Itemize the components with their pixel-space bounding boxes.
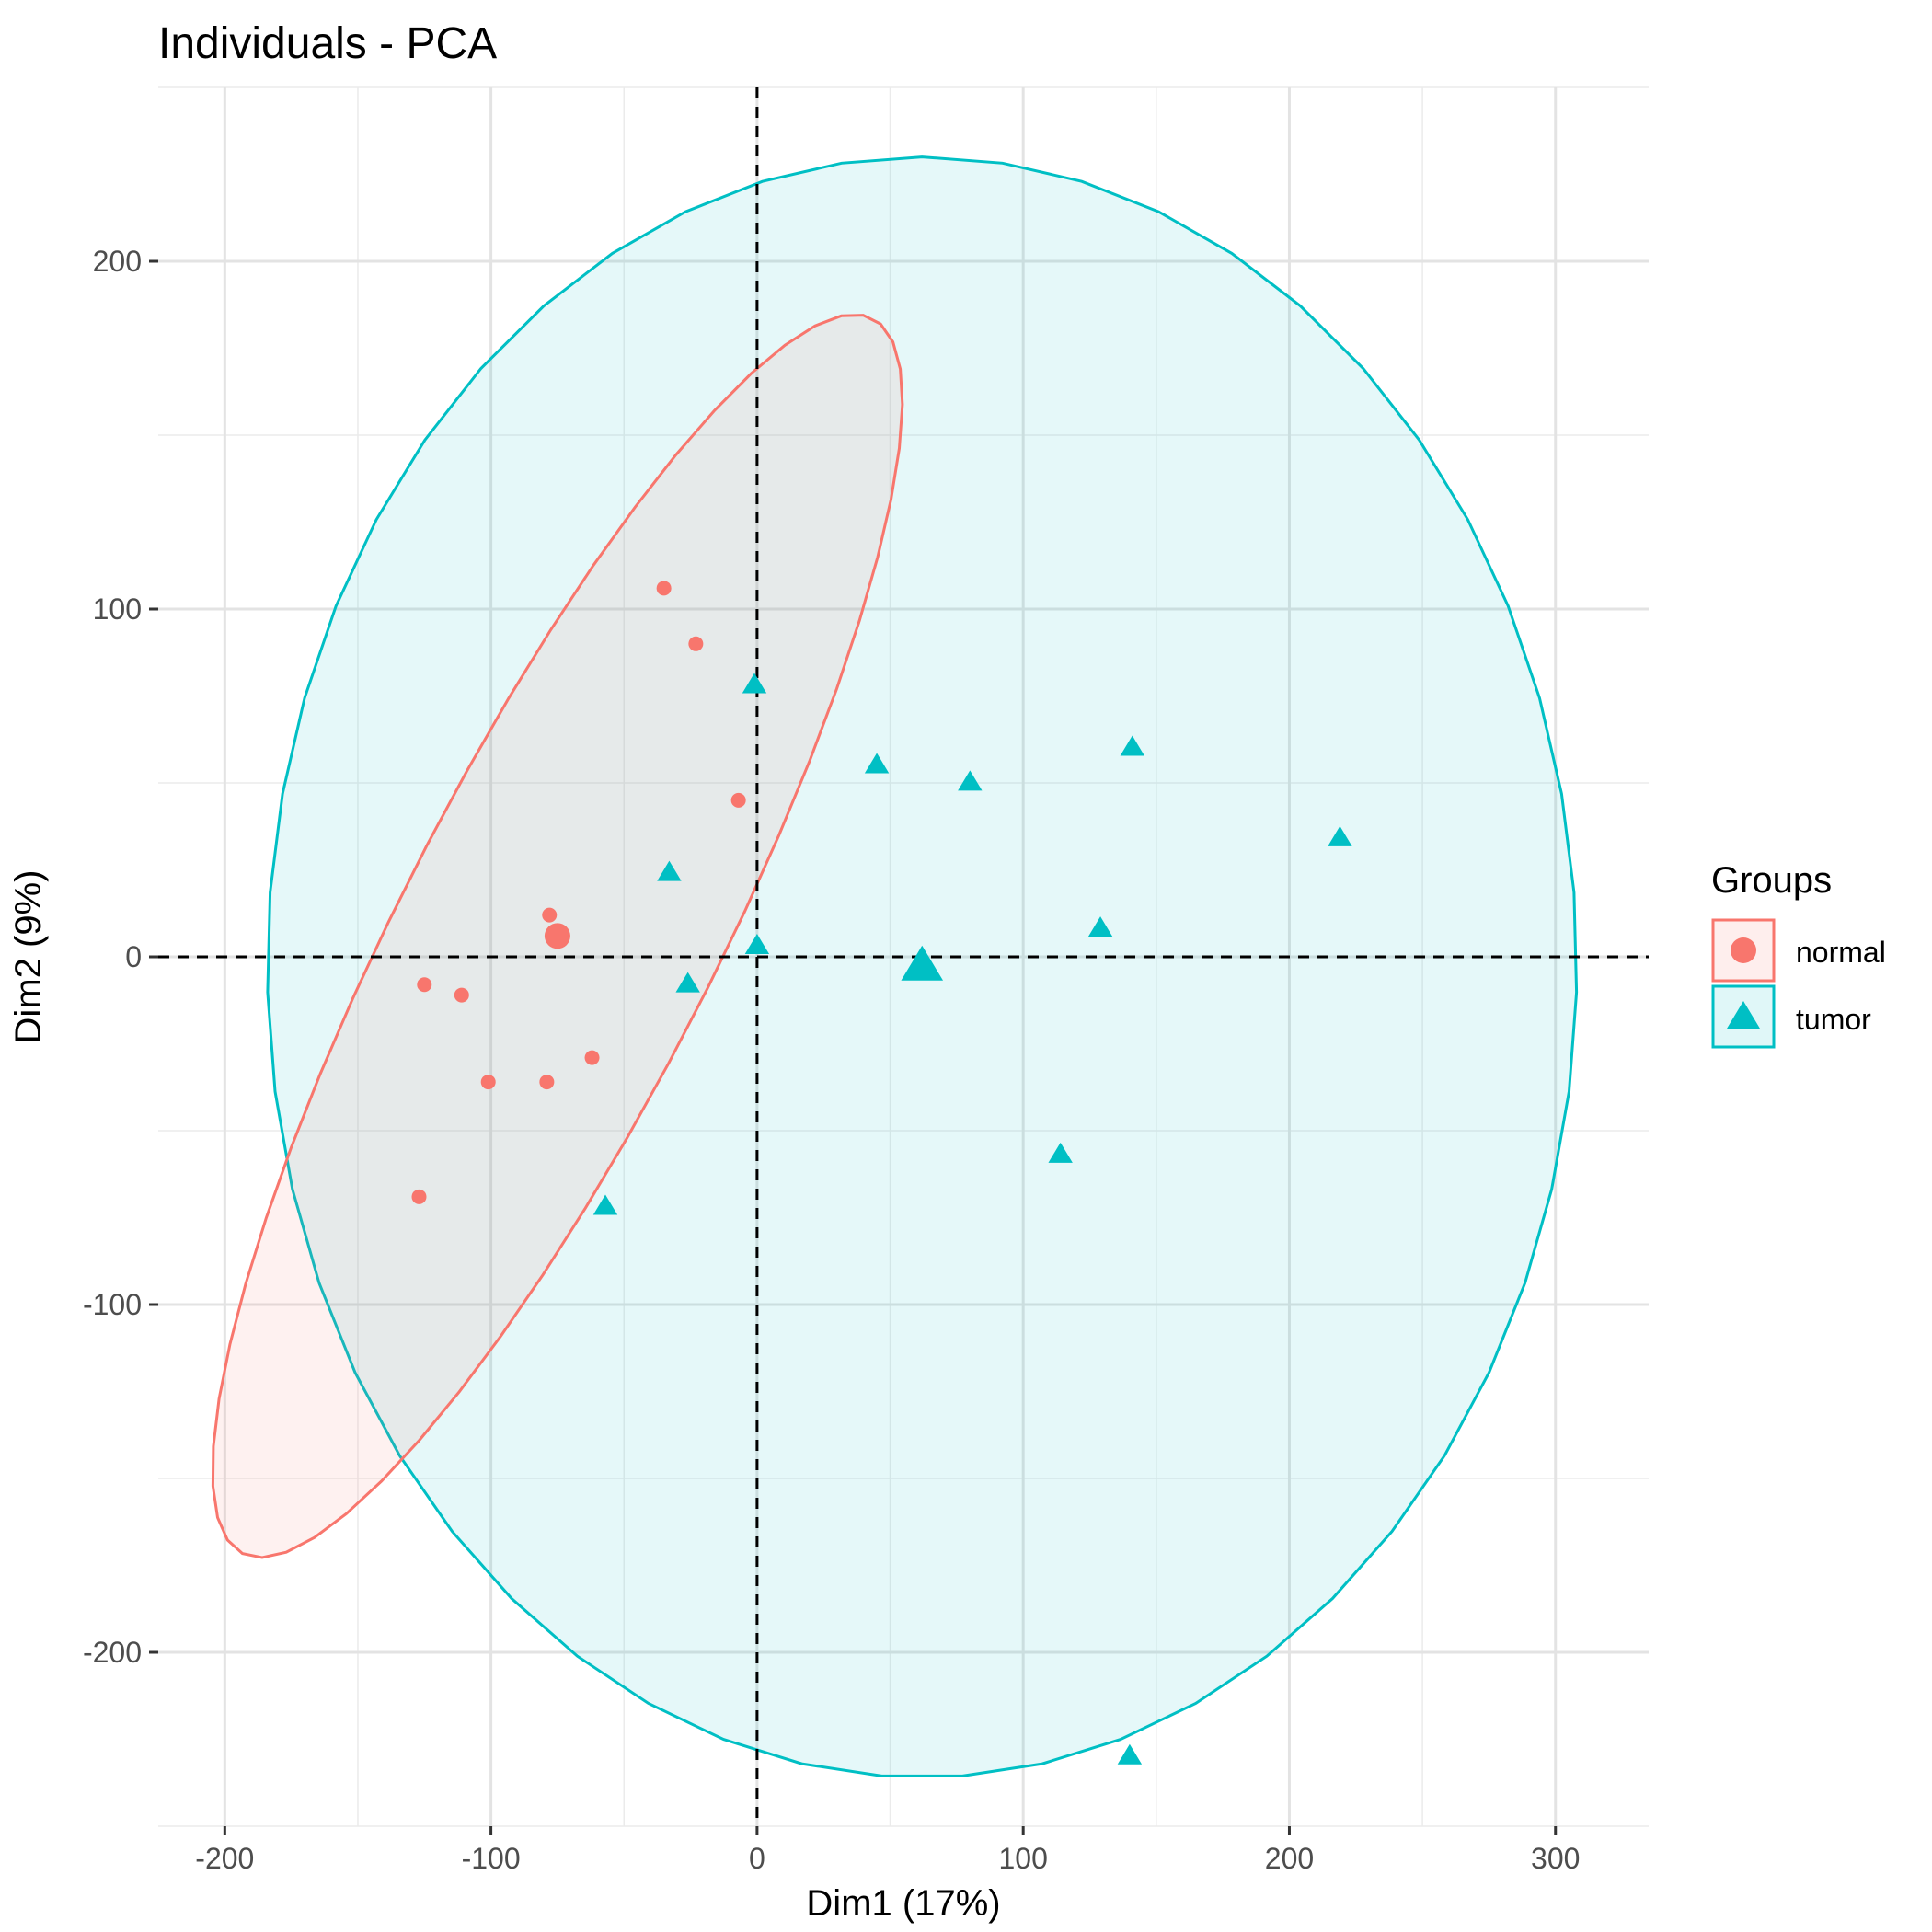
legend-item-normal: normal bbox=[1711, 918, 1886, 983]
point-tumor bbox=[592, 1194, 618, 1215]
point-normal bbox=[688, 636, 704, 651]
point-normal bbox=[411, 1189, 427, 1204]
point-normal bbox=[730, 792, 746, 808]
y-tick-label: -200 bbox=[83, 1636, 142, 1669]
point-tumor bbox=[744, 934, 770, 955]
point-tumor bbox=[742, 673, 767, 694]
point-normal bbox=[454, 987, 469, 1003]
data-points bbox=[411, 581, 1352, 1765]
point-tumor bbox=[1117, 1743, 1143, 1765]
point-tumor bbox=[958, 770, 983, 791]
circle-icon bbox=[1731, 937, 1756, 963]
axis-ticks: -200 -100 0 100 200 300 -200 -100 0 100 200 bbox=[83, 245, 1580, 1875]
legend-title: Groups bbox=[1711, 860, 1832, 901]
point-tumor bbox=[864, 753, 890, 774]
point-normal bbox=[539, 1075, 555, 1090]
legend-label-tumor: tumor bbox=[1796, 1003, 1871, 1036]
legend-key-normal bbox=[1711, 918, 1776, 983]
x-tick-label: -200 bbox=[195, 1842, 254, 1875]
centroid-tumor bbox=[901, 945, 944, 981]
x-tick-label: 0 bbox=[749, 1842, 765, 1875]
y-tick-label: 200 bbox=[93, 245, 142, 278]
point-tumor bbox=[657, 860, 682, 881]
y-tick-label: -100 bbox=[83, 1288, 142, 1321]
point-tumor bbox=[1048, 1142, 1073, 1163]
triangle-icon bbox=[1727, 1001, 1760, 1029]
legend: Groups normal tumor bbox=[1711, 860, 1886, 1049]
y-tick-label: 100 bbox=[93, 592, 142, 626]
point-tumor bbox=[1120, 735, 1144, 756]
x-tick-label: 300 bbox=[1531, 1842, 1580, 1875]
reference-lines bbox=[158, 87, 1649, 1826]
chart-title: Individuals - PCA bbox=[158, 19, 497, 68]
x-tick-label: 200 bbox=[1265, 1842, 1314, 1875]
y-axis-title: Dim2 (9%) bbox=[8, 870, 49, 1044]
point-tumor bbox=[1087, 916, 1113, 937]
x-tick-label: 100 bbox=[998, 1842, 1047, 1875]
x-tick-label: -100 bbox=[462, 1842, 521, 1875]
point-normal bbox=[584, 1050, 600, 1065]
centroid-normal bbox=[544, 923, 570, 949]
legend-label-normal: normal bbox=[1796, 936, 1886, 969]
point-normal bbox=[417, 977, 432, 993]
x-axis-title: Dim1 (17%) bbox=[806, 1883, 1000, 1924]
legend-key-tumor bbox=[1711, 984, 1776, 1049]
y-tick-label: 0 bbox=[125, 940, 142, 973]
point-normal bbox=[480, 1075, 496, 1090]
legend-item-tumor: tumor bbox=[1711, 984, 1871, 1049]
point-tumor bbox=[675, 972, 700, 993]
point-tumor bbox=[1328, 825, 1352, 846]
point-normal bbox=[542, 907, 558, 923]
point-normal bbox=[656, 581, 672, 596]
